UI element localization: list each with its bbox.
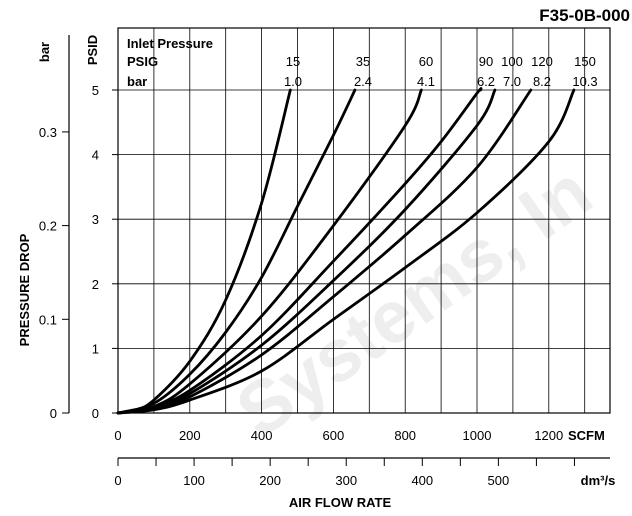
x-primary-tick-label: 1000	[463, 428, 492, 443]
legend-title: Inlet Pressure	[127, 36, 213, 51]
y-axis-label: PRESSURE DROP	[17, 233, 32, 346]
y-secondary-tick-label: 0.3	[39, 125, 57, 140]
series-curves: 15 1.0 35 2.4 60 4.1 90 6.2 100 7.0 120 8.2 150 10.3	[116, 54, 598, 415]
x-secondary-tick-label: 400	[411, 473, 433, 488]
y-secondary-tick-label: 0.1	[39, 312, 57, 327]
x-secondary-unit: dm³/s	[581, 473, 616, 488]
legend-psig-value: 60	[419, 54, 433, 69]
legend-bar-value: 2.4	[354, 74, 372, 89]
y-primary-tick-label: 4	[92, 148, 99, 163]
x-secondary-tick-label: 0	[114, 473, 121, 488]
legend-header: Inlet Pressure PSIG bar	[127, 36, 213, 89]
y-primary-tick-label: 2	[92, 277, 99, 292]
legend-psig-value: 35	[356, 54, 370, 69]
y-primary-tick-label: 3	[92, 212, 99, 227]
figure-id: F35-0B-000	[539, 6, 630, 25]
legend-psig-label: PSIG	[127, 54, 158, 69]
legend-bar-value: 10.3	[572, 74, 597, 89]
y-primary-tick-label: 1	[92, 341, 99, 356]
plot-frame	[117, 27, 611, 414]
y-secondary-tick-label: 0	[50, 406, 57, 421]
legend-psig-value: 100	[501, 54, 523, 69]
x-primary-unit: SCFM	[568, 428, 605, 443]
x-primary-tick-label: 800	[394, 428, 416, 443]
y-primary-unit: PSID	[85, 35, 100, 65]
y-primary-tick-label: 0	[92, 406, 99, 421]
series-150-psig-curve	[116, 88, 576, 415]
series-35-psig-curve	[116, 88, 357, 415]
y-secondary-unit: bar	[37, 42, 52, 62]
legend-bar-value: 8.2	[533, 74, 551, 89]
legend-bar-value: 1.0	[284, 74, 302, 89]
x-secondary-tick-label: 300	[335, 473, 357, 488]
y-secondary-tick-label: 0.2	[39, 219, 57, 234]
legend-psig-value: 90	[479, 54, 493, 69]
x-primary-tick-label: 0	[114, 428, 121, 443]
axes: 0 200 400 600 800 1000 1200 0 1 2 3 4 5 0 0.1 0.2 0.3 0 10…	[39, 35, 610, 488]
x-secondary-tick-label: 500	[488, 473, 510, 488]
legend-psig-value: 15	[286, 54, 300, 69]
series-90-psig-curve	[116, 87, 483, 415]
legend-psig-value: 150	[574, 54, 596, 69]
legend-bar-value: 7.0	[503, 74, 521, 89]
legend-psig-value: 120	[531, 54, 553, 69]
x-primary-tick-label: 400	[251, 428, 273, 443]
legend-bar-label: bar	[127, 74, 147, 89]
x-primary-tick-label: 200	[179, 428, 201, 443]
x-primary-tick-label: 600	[323, 428, 345, 443]
y-primary-tick-label: 5	[92, 83, 99, 98]
x-primary-tick-label: 1200	[534, 428, 563, 443]
legend-bar-value: 4.1	[417, 74, 435, 89]
legend-bar-value: 6.2	[477, 74, 495, 89]
x-secondary-tick-label: 200	[259, 473, 281, 488]
x-secondary-tick-label: 100	[183, 473, 205, 488]
x-axis-label: AIR FLOW RATE	[289, 495, 392, 510]
